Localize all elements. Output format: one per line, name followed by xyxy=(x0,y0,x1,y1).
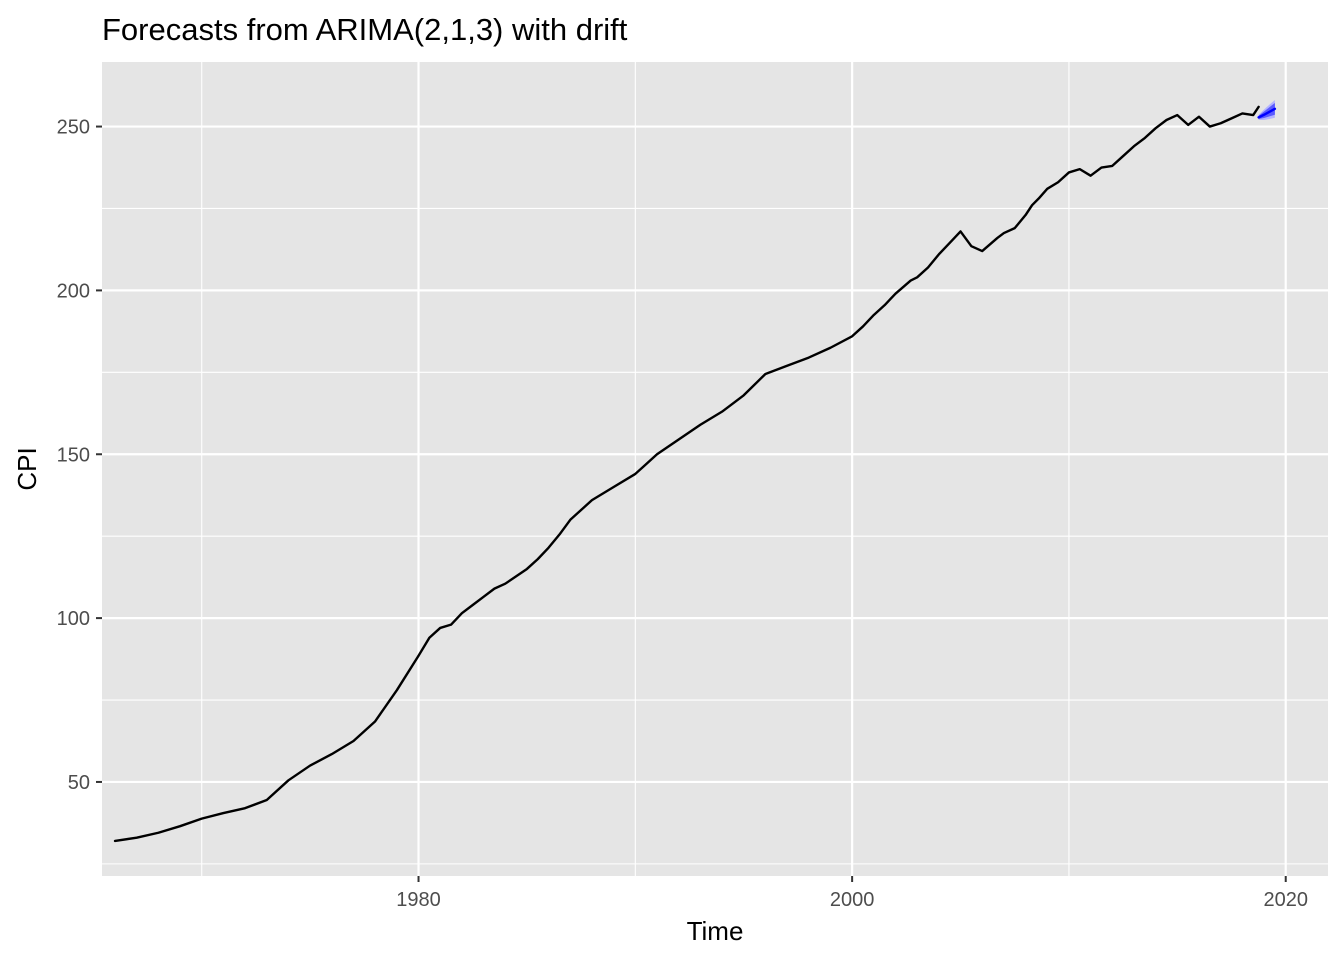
x-tick-label-1980: 1980 xyxy=(396,889,441,911)
y-tick-label-100: 100 xyxy=(57,608,90,630)
minor-grid-x xyxy=(201,62,1070,876)
x-axis-title: Time xyxy=(687,916,744,946)
chart-title: Forecasts from ARIMA(2,1,3) with drift xyxy=(102,12,628,47)
cpi-series-line xyxy=(113,105,1260,843)
y-tick-label-150: 150 xyxy=(57,444,90,466)
x-tick-label-2020: 2020 xyxy=(1263,889,1308,911)
y-tick-label-200: 200 xyxy=(57,280,90,302)
x-axis: 1980 2000 2020 xyxy=(396,876,1308,911)
minor-grid-y xyxy=(102,207,1328,865)
y-tick-label-250: 250 xyxy=(57,117,90,139)
series-lines xyxy=(113,105,1277,843)
major-grid-x xyxy=(417,62,1287,876)
forecast-line xyxy=(1257,107,1277,119)
y-tick-label-50: 50 xyxy=(68,772,90,794)
x-tick-label-2000: 2000 xyxy=(830,889,875,911)
y-axis: 50 100 150 200 250 xyxy=(57,117,102,794)
y-axis-title: CPI xyxy=(12,447,42,490)
plot-panel xyxy=(102,62,1328,876)
major-grid-y xyxy=(102,125,1328,784)
